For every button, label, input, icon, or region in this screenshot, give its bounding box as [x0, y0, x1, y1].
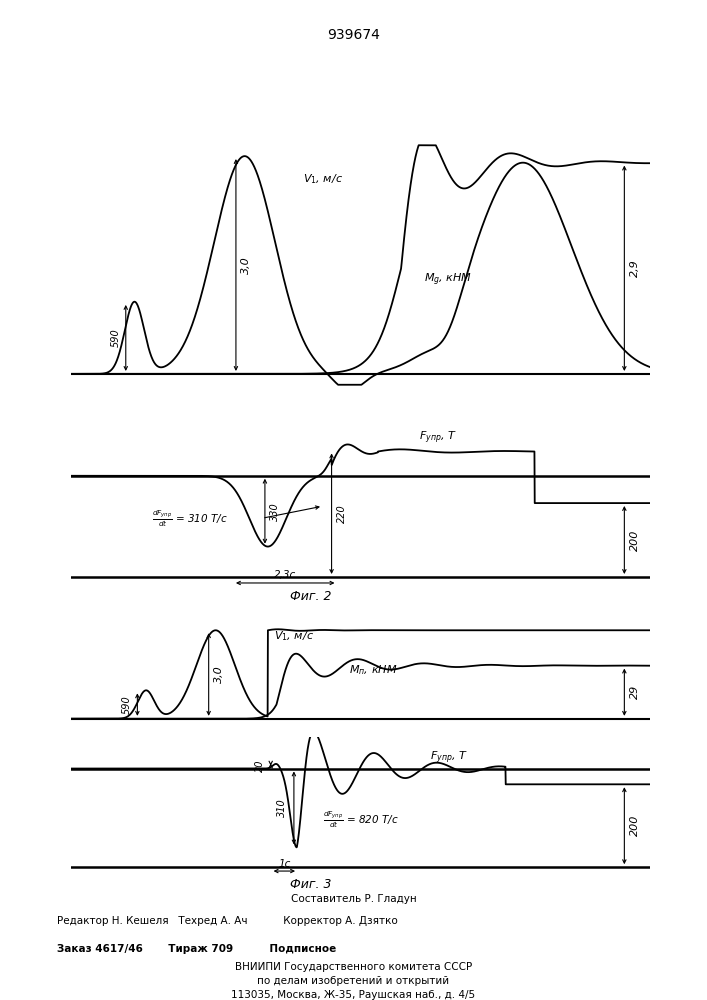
- Text: Фиг. 2: Фиг. 2: [291, 590, 332, 603]
- Text: 1с: 1с: [278, 859, 291, 869]
- Text: $F_{упр}$, Т: $F_{упр}$, Т: [430, 750, 468, 766]
- Text: Заказ 4617/46       Тираж 709          Подписное: Заказ 4617/46 Тираж 709 Подписное: [57, 944, 336, 954]
- Text: Фиг. 3: Фиг. 3: [291, 878, 332, 891]
- Text: 2,9: 2,9: [630, 259, 640, 277]
- Text: $M_g$, кНМ: $M_g$, кНМ: [424, 272, 473, 288]
- Text: 310: 310: [277, 799, 287, 817]
- Text: 20: 20: [255, 760, 265, 772]
- Text: 200: 200: [630, 815, 640, 836]
- Text: $\frac{dF_{упр}}{dt}$ = 820 Т/с: $\frac{dF_{упр}}{dt}$ = 820 Т/с: [323, 809, 399, 830]
- Text: 3,0: 3,0: [214, 666, 224, 683]
- Text: $M_п$, кНМ: $M_п$, кНМ: [349, 663, 397, 677]
- Text: 330: 330: [270, 502, 281, 521]
- Text: 2,3с: 2,3с: [274, 570, 296, 580]
- Text: Составитель Р. Гладун: Составитель Р. Гладун: [291, 894, 416, 904]
- Text: 590: 590: [122, 695, 132, 714]
- Text: 200: 200: [630, 529, 640, 551]
- Text: 113035, Москва, Ж-35, Раушская наб., д. 4/5: 113035, Москва, Ж-35, Раушская наб., д. …: [231, 990, 476, 1000]
- Text: 29: 29: [630, 685, 640, 699]
- Text: ВНИИПИ Государственного комитета СССР: ВНИИПИ Государственного комитета СССР: [235, 962, 472, 972]
- Text: $V_1$, м/с: $V_1$, м/с: [274, 629, 314, 643]
- Text: $F_{упр}$, Т: $F_{упр}$, Т: [419, 430, 457, 446]
- Text: 3,0: 3,0: [241, 256, 252, 274]
- Text: $V_1$, м/с: $V_1$, м/с: [303, 172, 343, 186]
- Text: 939674: 939674: [327, 28, 380, 42]
- Text: $\frac{dF_{упр}}{dt}$ = 310 Т/с: $\frac{dF_{упр}}{dt}$ = 310 Т/с: [152, 508, 228, 529]
- Text: 220: 220: [337, 504, 347, 523]
- Text: по делам изобретений и открытий: по делам изобретений и открытий: [257, 976, 450, 986]
- Text: Редактор Н. Кешеля   Техред А. Ач           Корректор А. Дзятко: Редактор Н. Кешеля Техред А. Ач Корректо…: [57, 916, 397, 926]
- Text: 590: 590: [110, 329, 120, 347]
